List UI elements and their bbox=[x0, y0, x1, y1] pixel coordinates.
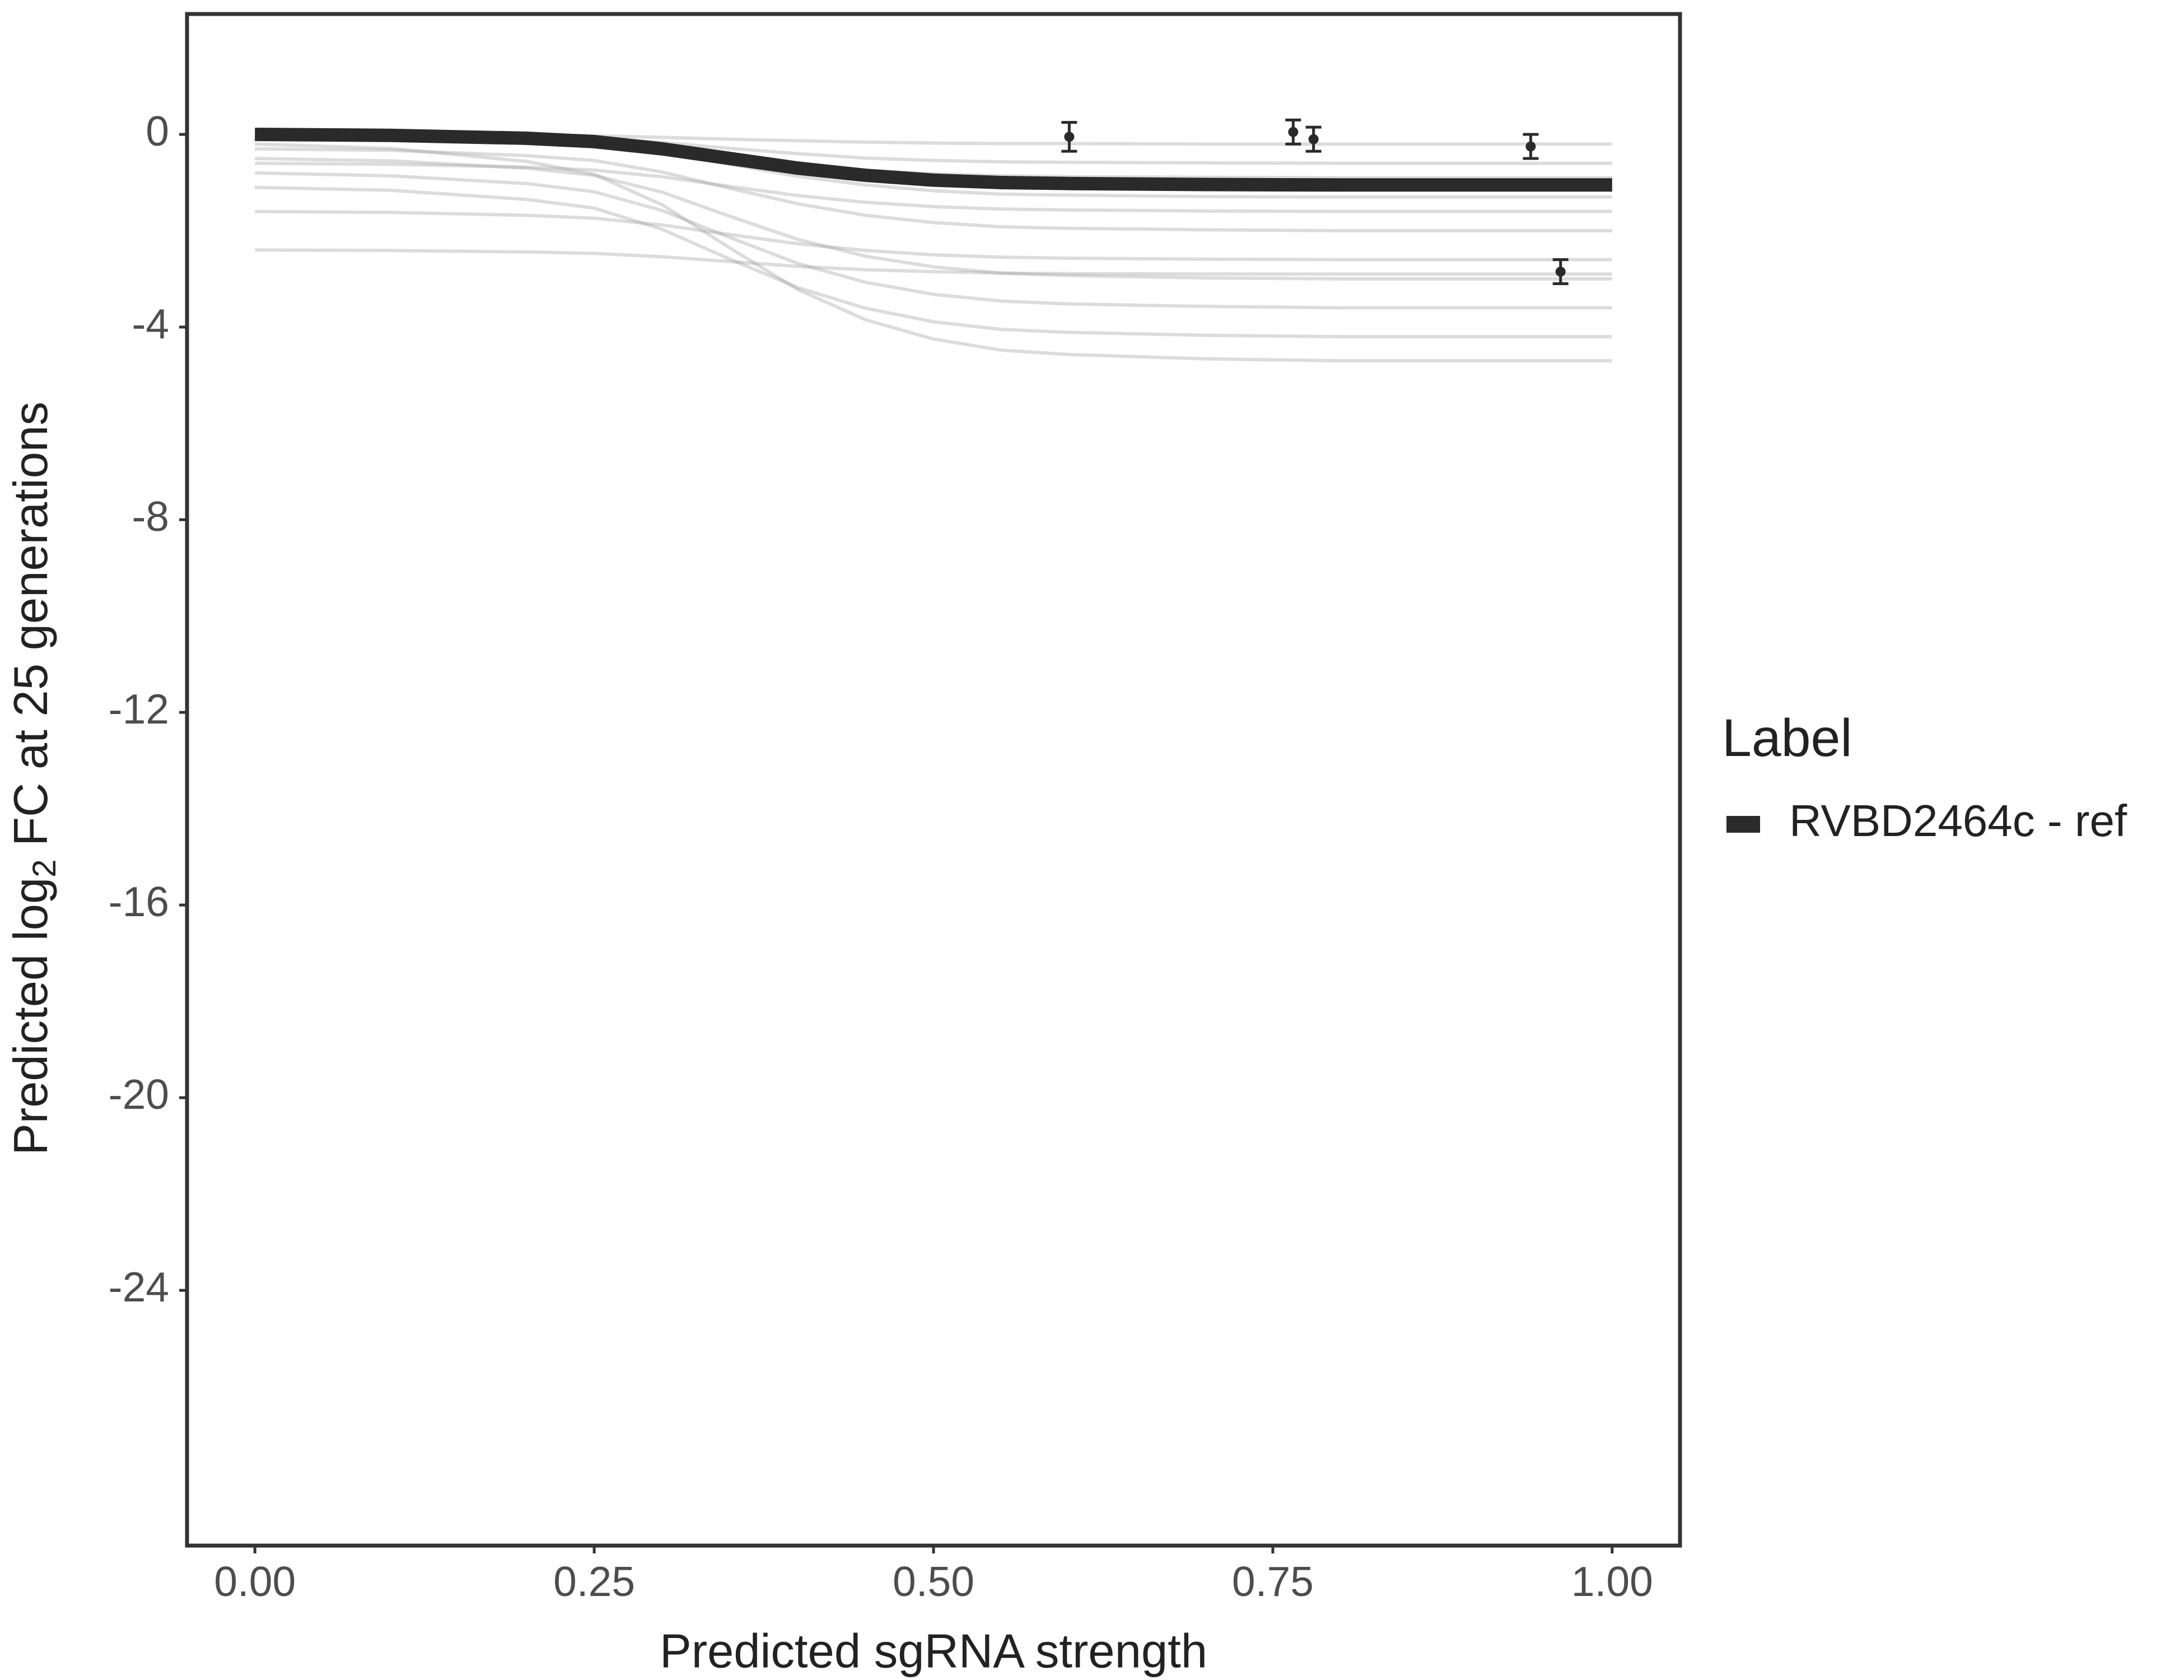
x-tick-label: 0.50 bbox=[893, 1558, 974, 1605]
y-tick-label: -20 bbox=[109, 1071, 169, 1118]
x-tick-label: 0.00 bbox=[214, 1558, 296, 1605]
data-point bbox=[1308, 134, 1319, 144]
x-tick-label: 0.75 bbox=[1232, 1558, 1314, 1605]
y-tick-label: -16 bbox=[109, 878, 169, 925]
y-title-part: FC at 25 generations bbox=[4, 402, 58, 859]
y-title-sub: 2 bbox=[26, 860, 63, 878]
y-tick-label: -8 bbox=[132, 493, 169, 540]
data-point bbox=[1064, 132, 1075, 142]
y-axis-title: Predicted log2 FC at 25 generations bbox=[4, 402, 63, 1155]
posterior-draw bbox=[255, 171, 1612, 310]
data-point bbox=[1555, 267, 1566, 277]
posterior-draw bbox=[255, 185, 1612, 339]
fit-line bbox=[255, 128, 1612, 192]
x-tick-label: 0.25 bbox=[553, 1558, 635, 1605]
posterior-draw bbox=[255, 209, 1612, 262]
posterior-draw bbox=[255, 157, 1612, 281]
posterior-draw bbox=[255, 142, 1612, 363]
posterior-draw bbox=[255, 161, 1612, 213]
data-point bbox=[1288, 127, 1299, 137]
x-tick-label: 1.00 bbox=[1571, 1558, 1653, 1605]
legend-key bbox=[1726, 816, 1760, 833]
posterior-draw bbox=[255, 248, 1612, 276]
y-title-part: Predicted log bbox=[4, 878, 58, 1155]
posterior-draw bbox=[255, 147, 1612, 232]
x-axis-title: Predicted sgRNA strength bbox=[660, 1625, 1207, 1678]
y-tick-label: -4 bbox=[132, 300, 169, 347]
y-tick-label: -24 bbox=[109, 1263, 169, 1310]
y-tick-label: 0 bbox=[146, 108, 169, 155]
y-tick-label: -12 bbox=[109, 685, 169, 732]
legend-title: Label bbox=[1722, 708, 1852, 768]
legend-label: RVBD2464c - ref bbox=[1789, 796, 2127, 846]
panel-border bbox=[185, 12, 1682, 1548]
data-point bbox=[1525, 141, 1536, 152]
